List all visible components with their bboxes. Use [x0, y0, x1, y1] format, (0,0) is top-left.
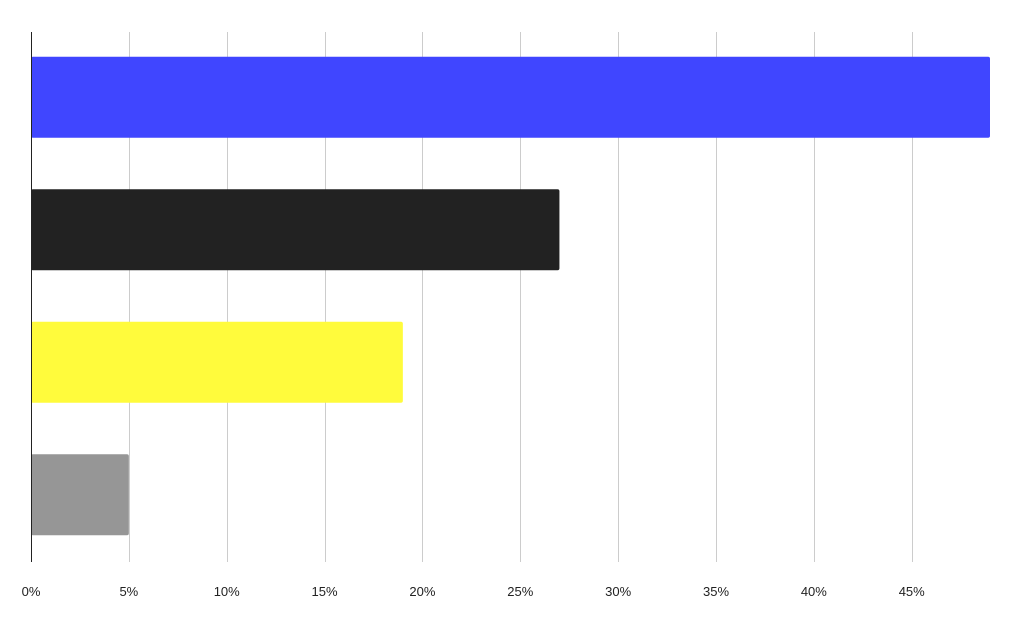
x-tick-label: 5% — [119, 584, 138, 599]
x-tick-label: 20% — [409, 584, 435, 599]
bar — [31, 454, 129, 536]
x-tick-label: 40% — [801, 584, 827, 599]
x-tick-label: 15% — [312, 584, 338, 599]
bar — [31, 321, 403, 403]
x-tick-label: 10% — [214, 584, 240, 599]
x-tick-label: 30% — [605, 584, 631, 599]
bars — [31, 56, 990, 536]
x-tick-label: 35% — [703, 584, 729, 599]
x-tick-label: 25% — [507, 584, 533, 599]
x-tick-label: 0% — [22, 584, 41, 599]
bar — [31, 56, 990, 138]
x-axis-tick-labels: 0% 5% 10% 15% 20% 25% 30% 35% 40% 45% — [22, 584, 926, 599]
bar — [31, 189, 560, 271]
x-tick-label: 45% — [899, 584, 925, 599]
